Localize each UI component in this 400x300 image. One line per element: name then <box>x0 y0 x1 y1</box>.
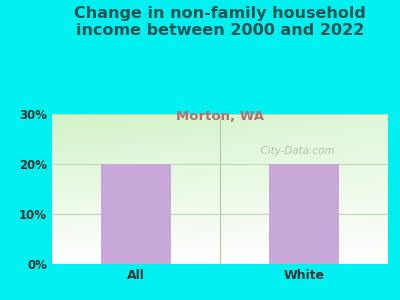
Text: City-Data.com: City-Data.com <box>254 146 334 157</box>
Text: Change in non-family household
income between 2000 and 2022: Change in non-family household income be… <box>74 6 366 38</box>
Bar <box>101 164 171 264</box>
Bar <box>269 164 339 264</box>
Text: Morton, WA: Morton, WA <box>176 110 264 122</box>
